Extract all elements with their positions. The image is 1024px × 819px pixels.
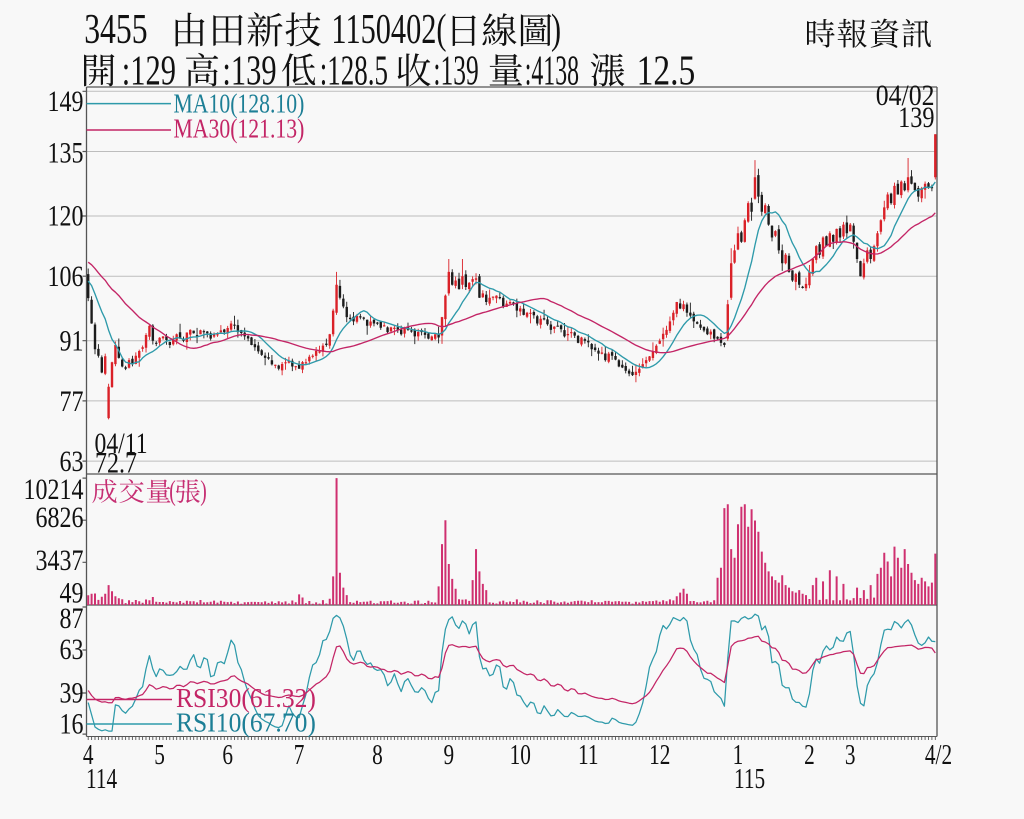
svg-text:91: 91 [60, 324, 84, 357]
svg-text:MA30(121.13): MA30(121.13) [174, 114, 305, 144]
svg-text:63: 63 [60, 632, 84, 665]
svg-text:115: 115 [734, 764, 765, 794]
svg-text:2: 2 [804, 740, 815, 770]
svg-text:77: 77 [60, 384, 84, 417]
svg-text:7: 7 [294, 740, 305, 770]
svg-text:4/2: 4/2 [925, 740, 952, 770]
svg-text:6826: 6826 [36, 500, 84, 533]
svg-text:RSI30(61.32): RSI30(61.32) [176, 682, 316, 713]
svg-text:04/02: 04/02 [876, 79, 935, 112]
svg-text:1: 1 [733, 740, 744, 770]
svg-text:3437: 3437 [36, 543, 84, 576]
svg-text:9: 9 [443, 740, 454, 770]
svg-text:11: 11 [578, 740, 598, 770]
svg-text::139: :139 [222, 47, 276, 94]
svg-text:8: 8 [372, 740, 383, 770]
svg-text:12: 12 [649, 740, 670, 770]
svg-text:72.7: 72.7 [95, 446, 137, 479]
svg-text:3455: 3455 [84, 7, 147, 53]
svg-text:4: 4 [83, 740, 94, 770]
svg-text:6: 6 [222, 740, 233, 770]
svg-text:): ) [551, 5, 561, 53]
svg-text:120: 120 [48, 199, 84, 232]
svg-text::129: :129 [122, 47, 176, 94]
svg-text::128.5: :128.5 [320, 46, 388, 94]
svg-text:RSI10(67.70): RSI10(67.70) [176, 707, 316, 738]
svg-text:135: 135 [48, 136, 84, 169]
svg-text:106: 106 [48, 260, 84, 293]
svg-text:114: 114 [86, 764, 118, 794]
svg-text:10214: 10214 [24, 472, 84, 505]
svg-text::4138: :4138 [525, 47, 579, 94]
svg-text:): ) [200, 476, 207, 507]
svg-text:MA10(128.10): MA10(128.10) [174, 89, 305, 119]
svg-text:139: 139 [898, 101, 934, 134]
svg-text:1150402(: 1150402( [331, 5, 446, 53]
svg-text:16: 16 [60, 707, 84, 740]
svg-text:(: ( [169, 476, 176, 507]
svg-text:63: 63 [60, 445, 84, 478]
svg-text:149: 149 [48, 84, 84, 117]
svg-text:3: 3 [845, 740, 856, 770]
svg-text:5: 5 [154, 740, 165, 770]
svg-text:87: 87 [60, 601, 84, 634]
svg-text:49: 49 [60, 576, 84, 609]
svg-text:39: 39 [60, 676, 84, 709]
svg-text:10: 10 [510, 740, 531, 770]
svg-text:04/11: 04/11 [95, 426, 148, 459]
svg-text::139: :139 [433, 47, 478, 94]
svg-text:12.5: 12.5 [637, 48, 696, 95]
